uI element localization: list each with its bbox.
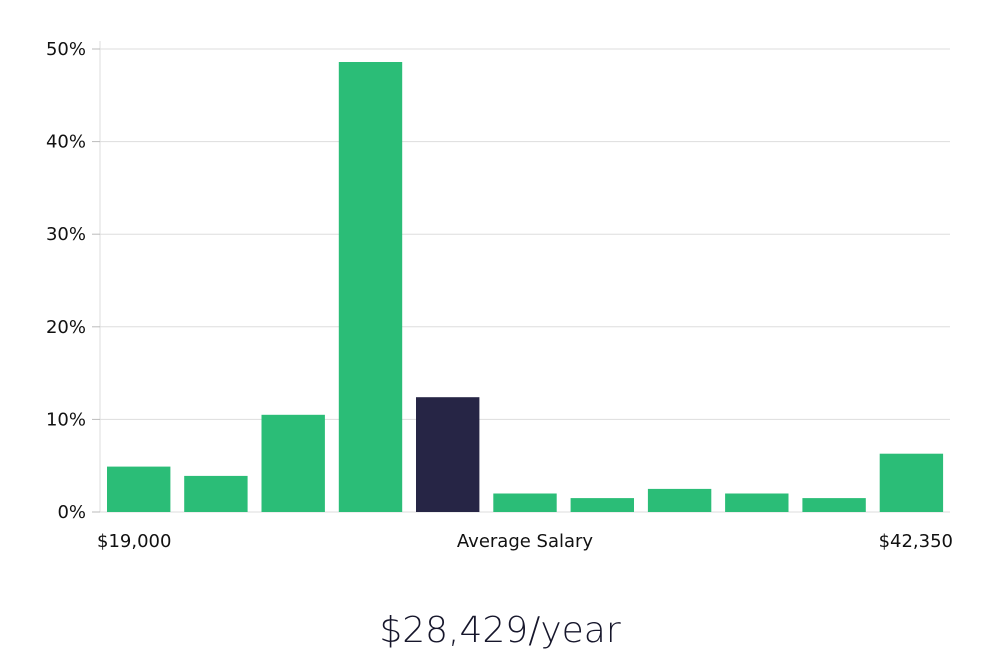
x-label-min: $19,000 [97, 531, 171, 552]
bar [725, 493, 789, 512]
salary-histogram: 0% 10% 20% 30% 40% 50% $19,000 Average Salary… [46, 39, 953, 552]
y-tick-label: 40% [46, 132, 86, 153]
x-label-max: $42,350 [879, 531, 953, 552]
average-salary-value: $28,429/year [379, 610, 621, 651]
bar [493, 493, 557, 512]
bar [802, 498, 866, 512]
bar [647, 488, 712, 512]
bar [570, 498, 634, 512]
y-tick-label: 50% [46, 39, 86, 60]
bar [107, 466, 171, 512]
bar [338, 62, 403, 512]
y-tick-label: 20% [46, 317, 86, 338]
y-tick-label: 30% [46, 224, 86, 245]
x-label-average: Average Salary [457, 531, 594, 552]
bar-average [416, 397, 480, 512]
y-axis-ticks: 0% 10% 20% 30% 40% 50% [46, 39, 100, 523]
bars [107, 62, 944, 512]
x-axis-labels: $19,000 Average Salary $42,350 [97, 531, 953, 552]
y-tick-label: 10% [46, 409, 86, 430]
y-tick-label: 0% [57, 502, 86, 523]
bar [184, 475, 248, 512]
bar [879, 453, 944, 512]
grid-lines [99, 41, 950, 513]
bar [261, 414, 325, 512]
